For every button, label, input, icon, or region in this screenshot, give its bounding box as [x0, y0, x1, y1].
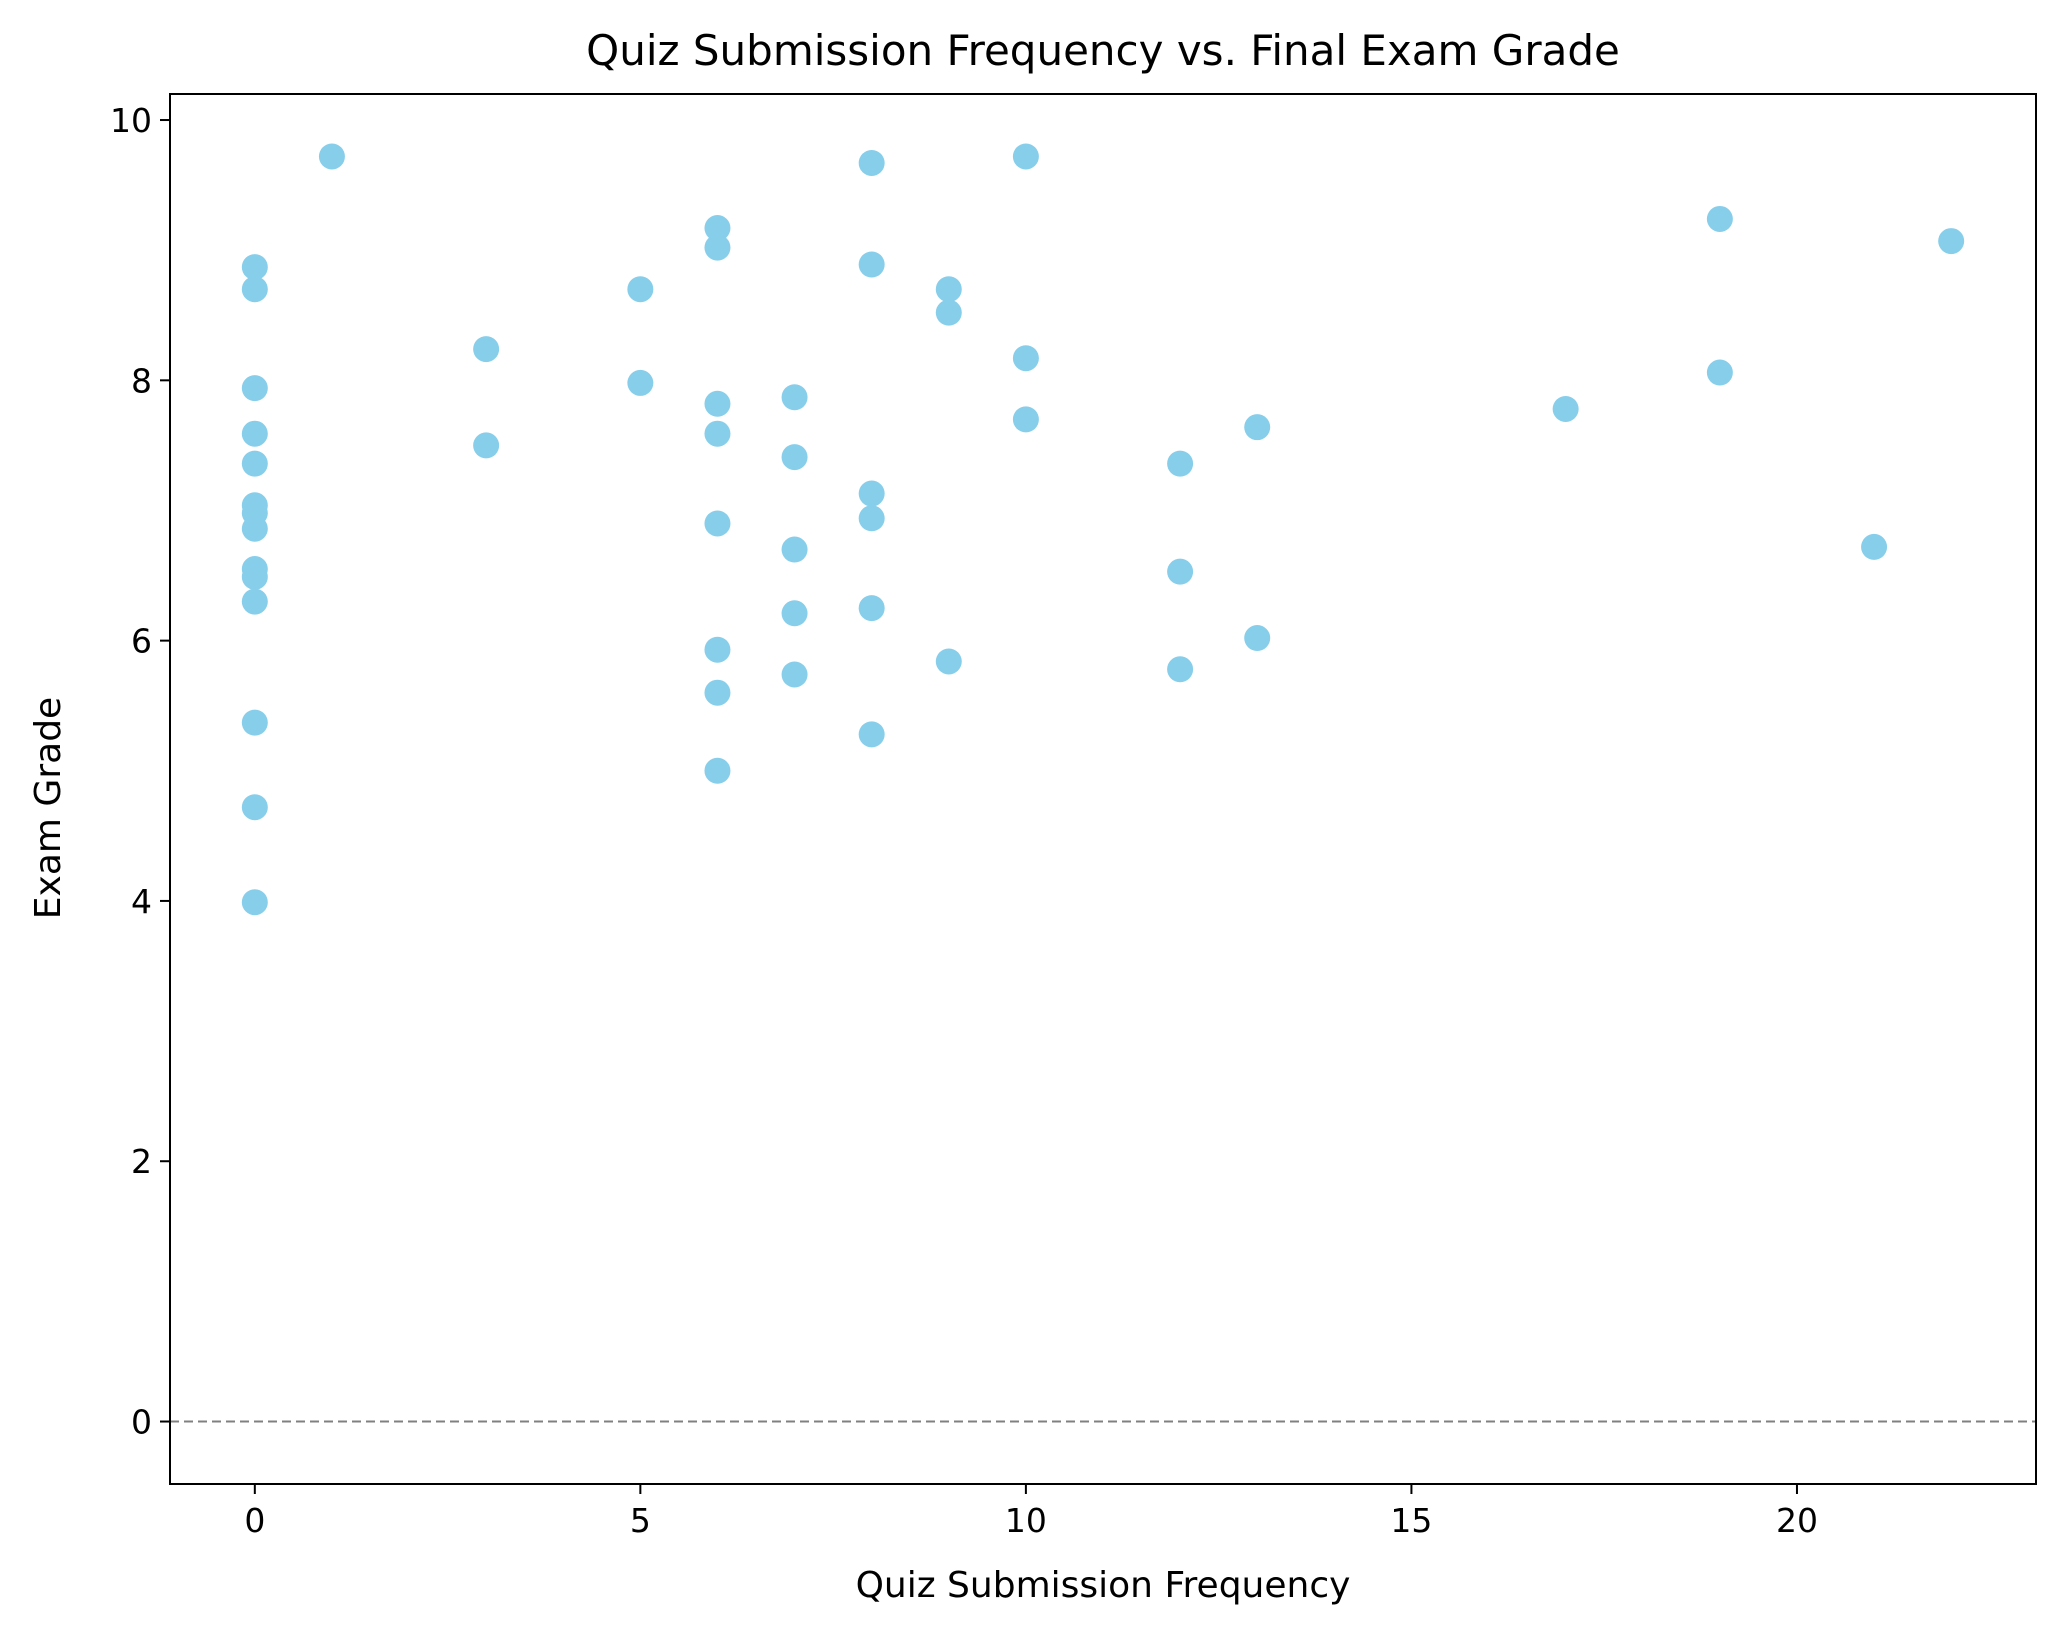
data-point	[241, 515, 268, 542]
x-tick-label: 10	[1005, 1501, 1047, 1540]
data-point	[241, 709, 268, 736]
data-point	[241, 794, 268, 821]
y-tick-label: 8	[131, 361, 152, 400]
data-point	[1706, 359, 1733, 386]
data-point	[1244, 414, 1271, 441]
axes: 0 5 10 15 20 0 2 4 6 8 10	[110, 93, 2037, 1540]
y-axis-label: Exam Grade	[28, 697, 69, 919]
data-point	[935, 276, 962, 303]
data-point	[704, 757, 731, 784]
data-point	[241, 563, 268, 590]
data-point	[1167, 558, 1194, 585]
data-point	[704, 510, 731, 537]
data-point	[781, 536, 808, 563]
data-point	[858, 721, 885, 748]
x-tick-label: 15	[1390, 1501, 1432, 1540]
data-point	[1552, 395, 1579, 422]
data-point	[241, 450, 268, 477]
y-tick-label: 10	[110, 101, 152, 140]
data-point	[1167, 450, 1194, 477]
data-point	[781, 384, 808, 411]
data-point	[1167, 656, 1194, 683]
data-point	[704, 420, 731, 447]
data-point	[704, 234, 731, 261]
data-point	[1012, 143, 1039, 170]
data-point	[1012, 345, 1039, 372]
data-point	[473, 336, 500, 363]
data-point	[1012, 406, 1039, 433]
data-point	[858, 149, 885, 176]
data-point	[241, 889, 268, 916]
data-point	[781, 444, 808, 471]
plot-frame	[169, 93, 2037, 1485]
data-point	[241, 588, 268, 615]
data-point	[704, 215, 731, 242]
data-point	[858, 480, 885, 507]
y-tick-label: 0	[131, 1403, 152, 1442]
data-point	[241, 375, 268, 402]
chart-title: Quiz Submission Frequency vs. Final Exam…	[586, 26, 1620, 75]
data-point	[858, 251, 885, 278]
y-tick-label: 2	[131, 1142, 152, 1181]
data-point	[1244, 625, 1271, 652]
data-point	[241, 420, 268, 447]
y-tick-label: 6	[131, 622, 152, 661]
data-point	[473, 432, 500, 459]
data-point	[781, 661, 808, 688]
data-points	[170, 143, 2036, 1423]
data-point	[704, 390, 731, 417]
y-tick-label: 4	[131, 882, 152, 921]
data-point	[858, 505, 885, 532]
data-point	[318, 143, 345, 170]
data-point	[704, 679, 731, 706]
data-point	[858, 595, 885, 622]
x-axis-label: Quiz Submission Frequency	[856, 1565, 1351, 1606]
data-point	[781, 600, 808, 627]
data-point	[704, 636, 731, 663]
x-tick-label: 5	[630, 1501, 651, 1540]
data-point	[1861, 533, 1888, 560]
data-point	[935, 648, 962, 675]
data-point	[627, 369, 654, 396]
x-tick-label: 0	[244, 1501, 265, 1540]
data-point	[627, 276, 654, 303]
data-point	[241, 276, 268, 303]
x-tick-label: 20	[1776, 1501, 1818, 1540]
data-point	[935, 299, 962, 326]
data-point	[1938, 228, 1965, 255]
data-point	[1706, 205, 1733, 232]
data-point	[241, 254, 268, 281]
